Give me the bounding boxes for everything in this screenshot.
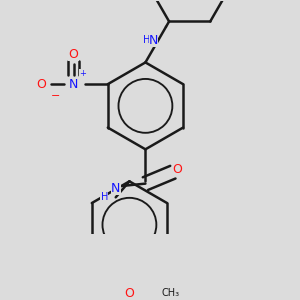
Text: N: N bbox=[149, 34, 158, 46]
Text: H: H bbox=[143, 35, 150, 45]
Text: CH₃: CH₃ bbox=[161, 288, 180, 298]
Text: N: N bbox=[111, 182, 120, 195]
Text: O: O bbox=[172, 164, 182, 176]
Text: +: + bbox=[79, 69, 86, 78]
Text: N: N bbox=[69, 78, 78, 91]
Text: O: O bbox=[124, 287, 134, 300]
Text: O: O bbox=[37, 78, 46, 91]
Text: −: − bbox=[50, 91, 60, 100]
Text: O: O bbox=[69, 48, 78, 61]
Text: H: H bbox=[100, 192, 108, 202]
